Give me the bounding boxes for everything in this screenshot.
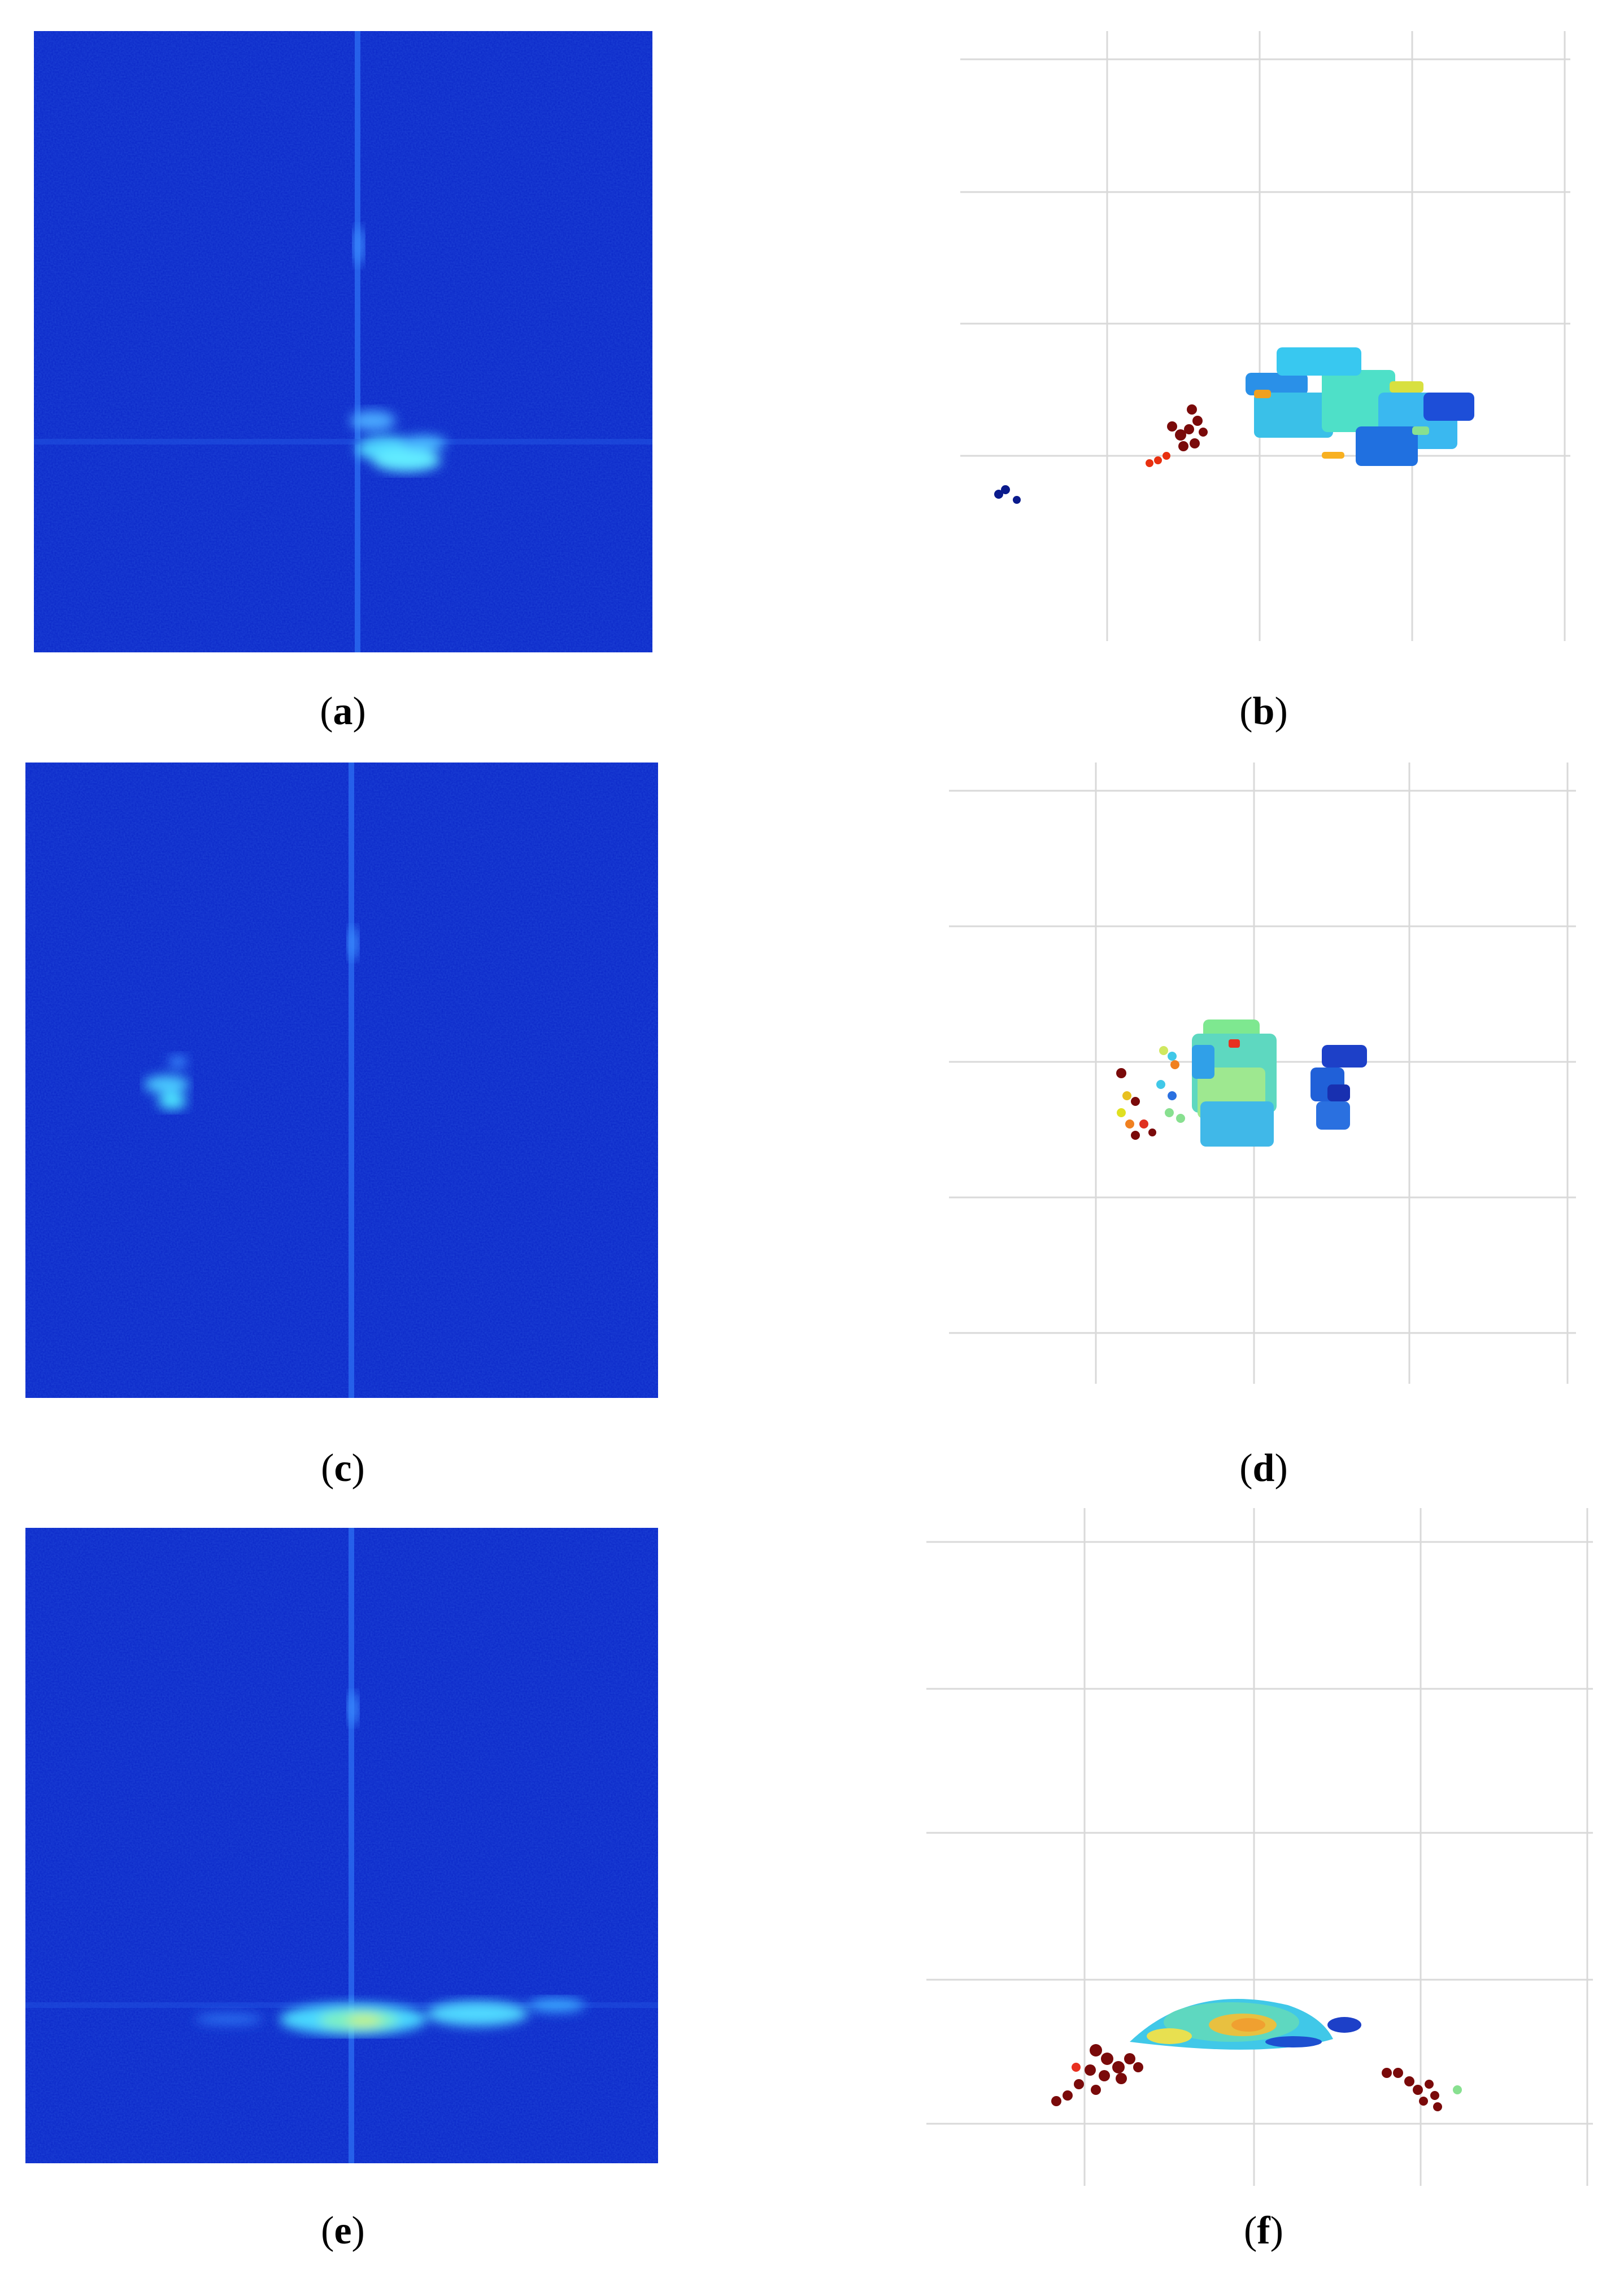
heatmap-target-blob — [350, 411, 446, 472]
heatmap-target-blob — [195, 1998, 585, 2035]
point-cluster-red-right — [1382, 2068, 1442, 2111]
point-cluster-red — [1167, 404, 1208, 451]
caption-c: (c) — [321, 1447, 365, 1490]
heatmap-target-blob — [144, 1056, 189, 1109]
grid — [926, 1508, 1593, 2186]
panel-a-heatmap — [34, 31, 652, 652]
heatmap-vertical-streak — [355, 31, 360, 652]
grid — [960, 31, 1570, 641]
point-cluster-main — [1246, 347, 1474, 466]
heatmap-vertical-streak — [349, 1528, 354, 2163]
point-cluster-navy — [994, 485, 1021, 504]
caption-a: (a) — [320, 690, 366, 733]
point-cluster-red-left — [1051, 2044, 1143, 2106]
panel-d-pointcloud — [949, 763, 1576, 1384]
heatmap-vertical-streak — [349, 763, 354, 1398]
panel-e-heatmap — [25, 1528, 658, 2163]
point-cluster-arc — [1130, 1998, 1361, 2050]
caption-b: (b) — [1239, 690, 1288, 733]
point-cluster-small-left — [1116, 1046, 1185, 1140]
panel-f-pointcloud — [926, 1508, 1593, 2186]
point-cluster-main — [1192, 1019, 1277, 1147]
heatmap-horizontal-streak — [34, 439, 652, 445]
panel-b-pointcloud — [960, 31, 1570, 641]
point-cluster-blue-right — [1310, 1045, 1367, 1130]
caption-f: (f) — [1244, 2209, 1283, 2252]
panel-c-heatmap — [25, 763, 658, 1398]
caption-d: (d) — [1239, 1447, 1288, 1490]
caption-e: (e) — [321, 2209, 365, 2252]
